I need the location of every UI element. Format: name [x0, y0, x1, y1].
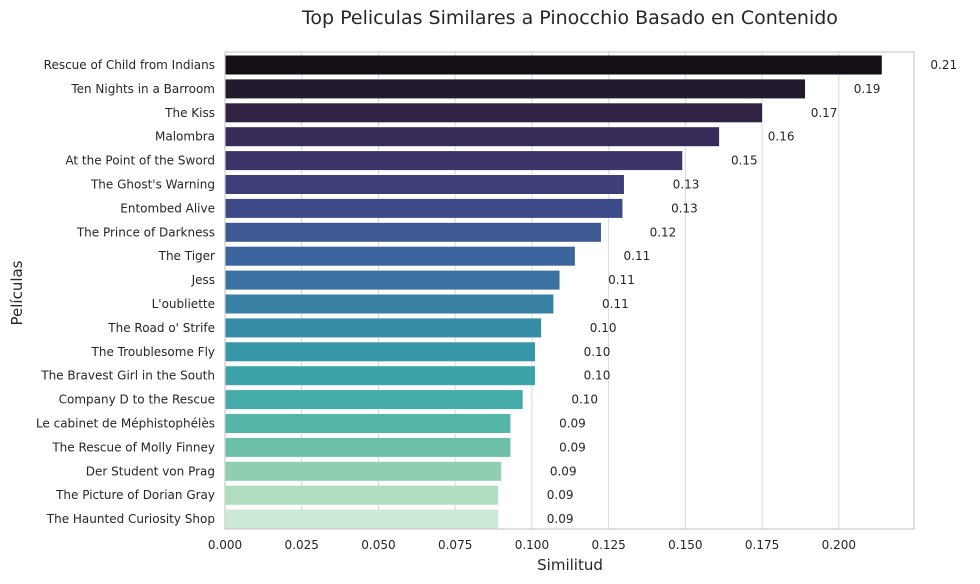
data-label: 0.09: [547, 488, 574, 502]
data-label: 0.17: [811, 106, 838, 120]
y-tick-label: The Haunted Curiosity Shop: [46, 512, 215, 526]
y-tick-label: Jess: [191, 273, 215, 287]
y-tick-label: The Bravest Girl in the South: [40, 369, 215, 383]
data-label: 0.09: [559, 440, 586, 454]
data-label: 0.09: [559, 417, 586, 431]
x-tick-labels: 0.000 0.025 0.050 0.075 0.100 0.125 0.150 0.175…: [208, 538, 856, 552]
y-tick-label: Le cabinet de Méphistophélès: [36, 417, 215, 431]
data-label: 0.10: [590, 321, 617, 335]
bars: [225, 55, 882, 529]
x-axis-label: Similitud: [537, 556, 603, 574]
bar: [225, 127, 720, 147]
bar: [225, 390, 523, 410]
y-tick-label: Ten Nights in a Barroom: [70, 82, 215, 96]
chart-title: Top Peliculas Similares a Pinocchio Basa…: [301, 7, 838, 29]
bar: [225, 79, 806, 99]
data-label: 0.21: [930, 58, 957, 72]
bar: [225, 270, 560, 290]
y-tick-label: The Kiss: [164, 106, 215, 120]
y-axis-label: Películas: [8, 260, 26, 325]
y-tick-label: Der Student von Prag: [86, 464, 215, 478]
bar: [225, 294, 554, 314]
data-label: 0.16: [768, 130, 795, 144]
y-tick-label: At the Point of the Sword: [65, 154, 215, 168]
y-tick-label: The Road o' Strife: [107, 321, 215, 335]
bar: [225, 461, 502, 481]
data-label: 0.19: [854, 82, 881, 96]
y-tick-labels: Rescue of Child from Indians Ten Nights i…: [36, 58, 215, 526]
y-tick-label: L'oubliette: [152, 297, 215, 311]
y-tick-label: Company D to the Rescue: [59, 393, 215, 407]
bar: [225, 198, 623, 218]
x-tick-label: 0.075: [438, 538, 472, 552]
bar: [225, 366, 535, 386]
data-label: 0.12: [650, 225, 677, 239]
data-label: 0.10: [584, 369, 611, 383]
y-tick-label: The Picture of Dorian Gray: [55, 488, 215, 502]
x-tick-label: 0.050: [361, 538, 395, 552]
x-tick-label: 0.000: [208, 538, 242, 552]
data-label: 0.11: [608, 273, 635, 287]
y-tick-label: Malombra: [155, 130, 215, 144]
bar: [225, 437, 511, 457]
data-label: 0.15: [731, 154, 758, 168]
y-tick-label: Entombed Alive: [120, 201, 215, 215]
bar: [225, 103, 763, 123]
data-label: 0.10: [584, 345, 611, 359]
bar: [225, 485, 499, 505]
bar: [225, 342, 535, 362]
data-label: 0.09: [550, 464, 577, 478]
y-tick-label: The Troublesome Fly: [91, 345, 215, 359]
data-label: 0.11: [624, 249, 651, 263]
bar: [225, 55, 882, 75]
x-tick-label: 0.100: [515, 538, 549, 552]
bar: [225, 414, 511, 433]
y-tick-label: The Prince of Darkness: [76, 225, 215, 239]
y-tick-label: Rescue of Child from Indians: [44, 58, 215, 72]
plot-frame: [224, 51, 915, 530]
bar: [225, 222, 601, 242]
x-tick-label: 0.125: [591, 538, 625, 552]
data-label: 0.10: [571, 393, 598, 407]
data-labels: 0.21 0.19 0.17 0.16 0.15 0.13 0.13 0.12 0.11 0.11…: [547, 58, 957, 526]
bar: [225, 318, 542, 338]
x-tick-label: 0.200: [822, 538, 856, 552]
data-label: 0.11: [602, 297, 629, 311]
bar: [225, 509, 499, 529]
data-label: 0.13: [671, 201, 698, 215]
bar: [225, 175, 624, 194]
y-tick-label: The Ghost's Warning: [90, 178, 215, 192]
y-tick-label: The Rescue of Molly Finney: [51, 440, 215, 454]
x-tick-label: 0.150: [668, 538, 702, 552]
x-tick-label: 0.025: [285, 538, 319, 552]
y-tick-label: The Tiger: [158, 249, 215, 263]
data-label: 0.09: [547, 512, 574, 526]
data-label: 0.13: [673, 178, 700, 192]
bar: [225, 246, 575, 266]
grid: [224, 52, 840, 529]
x-tick-label: 0.175: [745, 538, 779, 552]
bar: [225, 151, 683, 171]
